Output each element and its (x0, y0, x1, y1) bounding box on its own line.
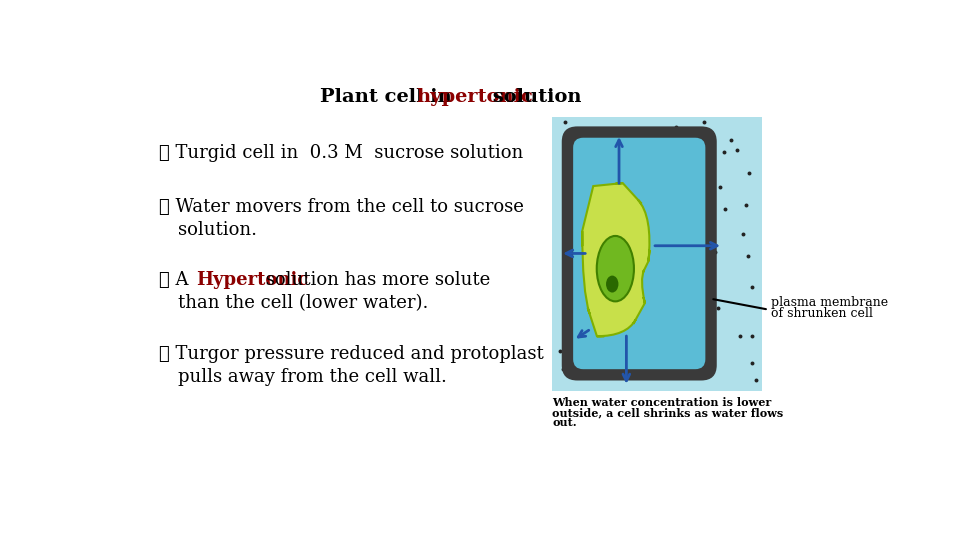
Point (591, 133, 607, 141)
Point (610, 311, 625, 320)
FancyBboxPatch shape (573, 138, 706, 369)
Point (670, 212, 685, 220)
Point (558, 145, 573, 153)
Point (637, 137, 653, 145)
Point (583, 286, 598, 295)
Point (740, 252, 756, 260)
Point (576, 307, 591, 315)
PathPatch shape (582, 183, 650, 336)
Point (585, 199, 600, 208)
Text: solution: solution (486, 88, 582, 106)
Point (622, 266, 637, 274)
Point (565, 334, 581, 343)
Point (669, 334, 684, 342)
Point (744, 359, 759, 367)
Point (658, 202, 673, 211)
Point (573, 193, 588, 202)
FancyBboxPatch shape (552, 117, 761, 390)
Point (577, 254, 592, 263)
Text: than the cell (lower water).: than the cell (lower water). (179, 294, 428, 313)
Point (600, 285, 615, 294)
Text: outside, a cell shrinks as water flows: outside, a cell shrinks as water flows (552, 408, 783, 418)
Point (668, 123, 684, 131)
Point (624, 322, 639, 331)
Text: out.: out. (552, 417, 577, 428)
Point (588, 346, 603, 355)
Point (669, 177, 684, 185)
Point (652, 230, 667, 239)
FancyBboxPatch shape (562, 126, 717, 381)
Point (610, 226, 625, 234)
Point (636, 353, 651, 362)
Point (588, 255, 604, 264)
Text: plasma membrane: plasma membrane (771, 296, 888, 309)
Point (745, 332, 760, 340)
Text: solution has more solute: solution has more solute (259, 272, 490, 289)
Ellipse shape (597, 236, 634, 301)
Point (620, 206, 636, 215)
Point (614, 252, 630, 261)
Point (557, 118, 572, 126)
Point (640, 322, 656, 330)
Point (607, 319, 622, 328)
Point (585, 203, 600, 212)
Point (580, 305, 595, 313)
Point (691, 147, 707, 156)
Point (552, 347, 567, 355)
Text: pulls away from the cell wall.: pulls away from the cell wall. (179, 368, 447, 386)
Point (712, 183, 728, 191)
Point (748, 376, 763, 384)
Point (724, 136, 739, 144)
Point (738, 201, 754, 210)
Text: solution.: solution. (179, 221, 257, 239)
Text: ❖ Water movers from the cell to sucrose: ❖ Water movers from the cell to sucrose (158, 198, 523, 216)
Point (580, 310, 595, 319)
Point (710, 304, 726, 313)
Point (686, 177, 702, 186)
Text: ❖ A: ❖ A (158, 272, 194, 289)
Point (732, 332, 748, 341)
Point (716, 148, 732, 157)
Point (586, 260, 601, 269)
Point (567, 318, 583, 327)
Point (672, 148, 687, 157)
Point (655, 286, 670, 295)
Point (654, 166, 669, 174)
Point (706, 355, 721, 364)
Text: hypertonic: hypertonic (416, 88, 533, 106)
Point (735, 230, 751, 239)
Point (612, 330, 627, 339)
Point (555, 364, 570, 373)
Point (603, 176, 618, 184)
Point (730, 145, 745, 154)
Text: When water concentration is lower: When water concentration is lower (552, 397, 772, 408)
Point (563, 213, 578, 222)
Point (627, 227, 642, 236)
Point (659, 354, 674, 363)
Point (671, 124, 686, 133)
Point (561, 200, 576, 208)
Point (745, 282, 760, 291)
Text: Plant cell in: Plant cell in (320, 88, 459, 106)
Point (605, 368, 620, 376)
Point (741, 169, 756, 178)
Point (683, 349, 698, 357)
Text: of shrunken cell: of shrunken cell (771, 307, 873, 320)
Ellipse shape (606, 275, 618, 293)
Point (717, 204, 732, 213)
Point (607, 242, 622, 251)
Point (697, 117, 712, 126)
Point (708, 248, 723, 256)
Text: ❖ Turgor pressure reduced and protoplast: ❖ Turgor pressure reduced and protoplast (158, 345, 543, 362)
PathPatch shape (582, 183, 655, 336)
Text: ❖ Turgid cell in  0.3 M  sucrose solution: ❖ Turgid cell in 0.3 M sucrose solution (158, 144, 523, 163)
Point (560, 322, 575, 330)
Text: Hypertonic: Hypertonic (196, 272, 308, 289)
Point (648, 159, 663, 167)
